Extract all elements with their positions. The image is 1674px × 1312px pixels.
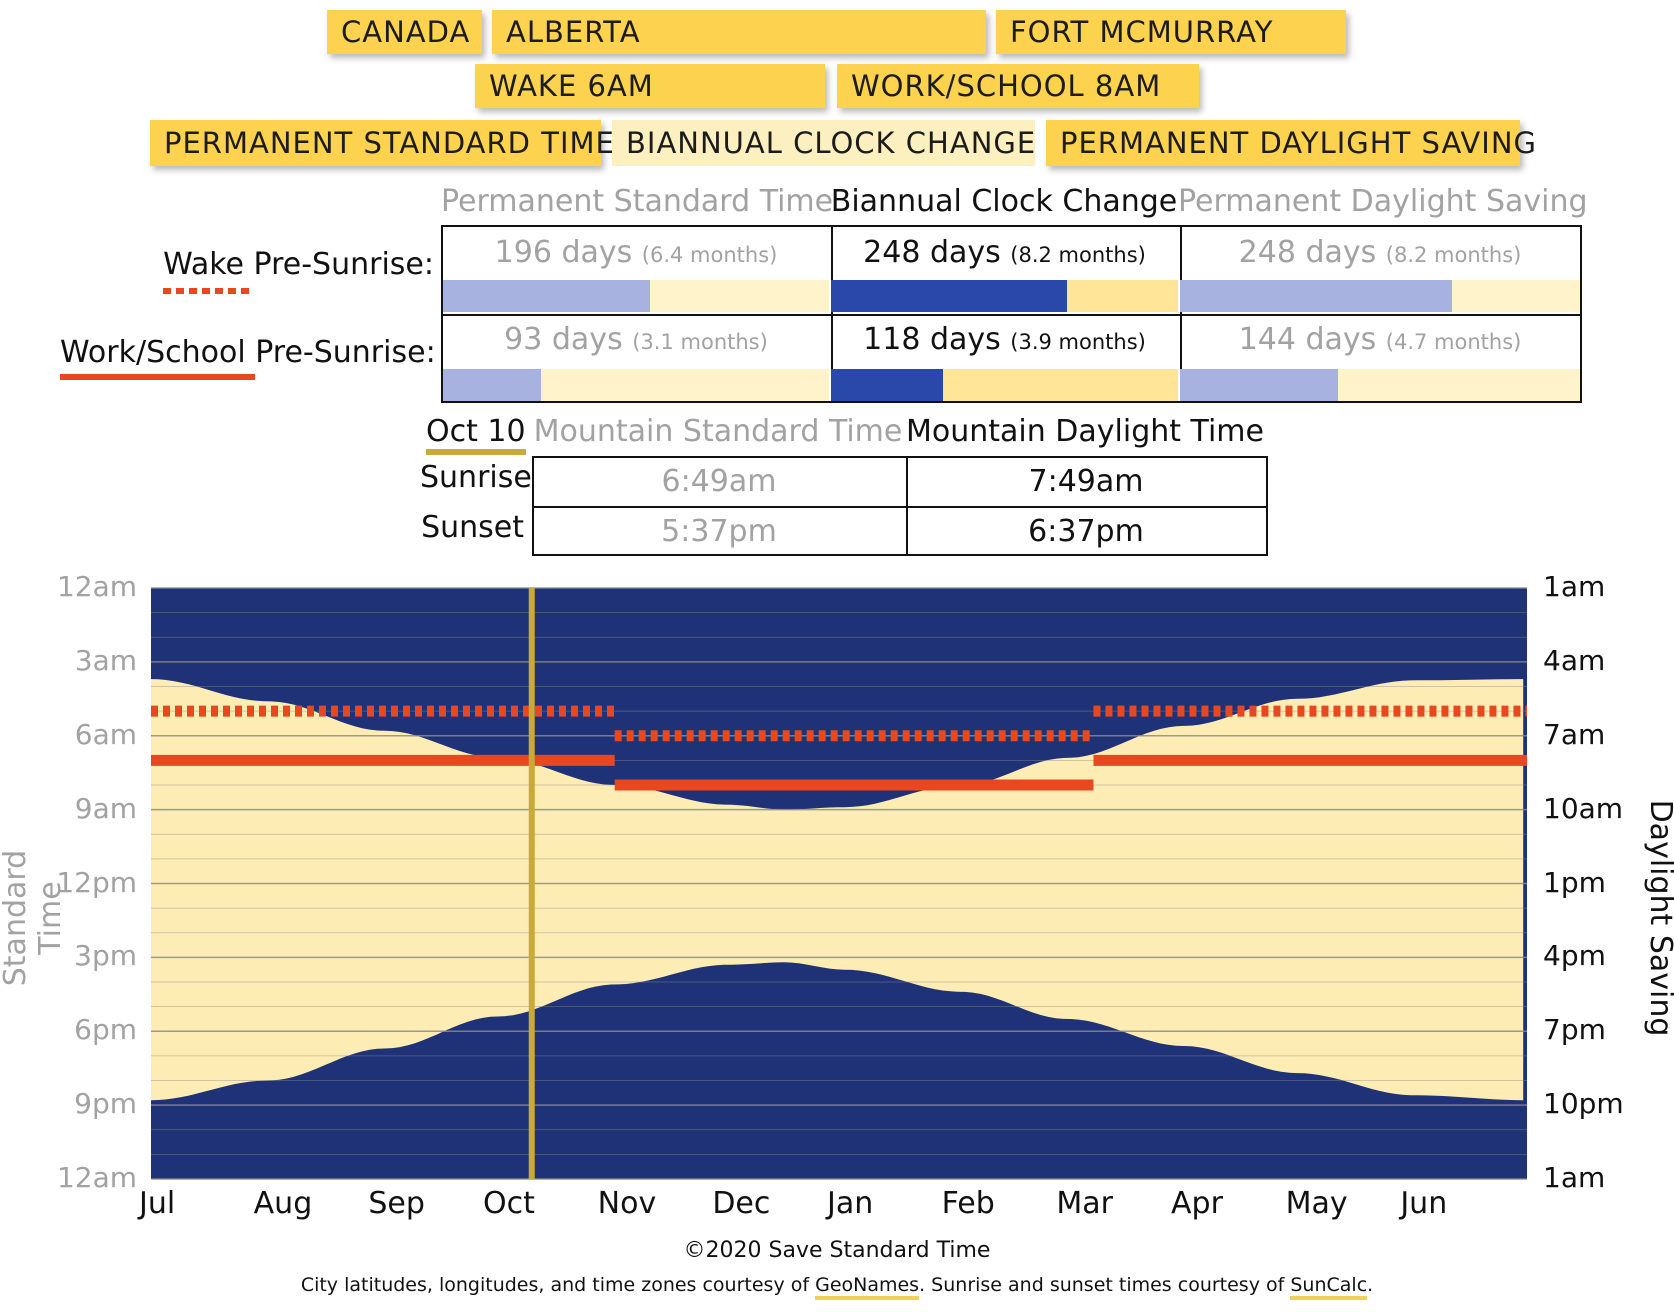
date-underline	[426, 449, 526, 455]
cell-wake-biannual: 248 days (8.2 months)	[831, 227, 1178, 312]
column-header-biannual: Biannual Clock Change	[830, 184, 1178, 219]
bar-work-daylight	[1180, 369, 1580, 401]
copyright: ©2020 Save Standard Time	[683, 1238, 991, 1263]
bar-wake-standard	[443, 280, 829, 312]
comparison-table	[441, 225, 1582, 403]
y-tick-label-left: 9am	[74, 791, 137, 825]
x-tick-label: Nov	[597, 1186, 657, 1221]
x-tick-label: Aug	[253, 1186, 313, 1221]
y-tick-label-left: 12pm	[56, 865, 137, 899]
policy-permanent-standard-button[interactable]: PERMANENT STANDARD TIME	[150, 120, 614, 166]
cell-work-standard: 93 days (3.1 months)	[443, 314, 829, 401]
y-tick-label-left: 12am	[56, 570, 137, 603]
country-selector[interactable]: CANADA	[327, 10, 482, 54]
bar-fill	[443, 369, 542, 401]
wake-label-key: Wake	[163, 247, 244, 282]
bar-fill	[831, 369, 944, 401]
x-tick-label: Apr	[1171, 1186, 1223, 1221]
selected-date-label[interactable]: Oct 10	[426, 414, 526, 455]
cell-work-biannual: 118 days (3.9 months)	[831, 314, 1178, 401]
y-tick-label-right: 1am	[1543, 1161, 1606, 1194]
work-solid-legend	[60, 374, 256, 380]
x-tick-label: May	[1285, 1186, 1348, 1221]
wake-dotted-legend	[163, 288, 254, 294]
wake-time-selector[interactable]: WAKE 6AM	[475, 64, 825, 108]
column-header-standard: Permanent Standard Time	[441, 184, 834, 219]
work-time-selector[interactable]: WORK/SCHOOL 8AM	[837, 64, 1199, 108]
geonames-link[interactable]: GeoNames	[815, 1274, 920, 1300]
y-tick-label-right: 4pm	[1543, 939, 1606, 973]
y-axis-title-left: Standard Time	[0, 849, 68, 987]
day-detail-table	[532, 456, 1268, 556]
x-tick-label: Oct	[483, 1186, 535, 1221]
bar-fill	[831, 280, 1067, 312]
y-axis-title-right: Daylight Saving	[1643, 799, 1674, 1037]
y-tick-label-right: 10am	[1543, 791, 1624, 825]
y-tick-label-right: 7pm	[1543, 1013, 1606, 1047]
cell-work-daylight: 144 days (4.7 months)	[1180, 314, 1580, 401]
daylight-area	[151, 679, 1524, 1101]
bar-wake-biannual	[831, 280, 1178, 312]
sunset-standard-value: 5:37pm	[661, 514, 777, 549]
x-tick-label: Feb	[941, 1186, 995, 1221]
x-tick-label: Mar	[1056, 1186, 1113, 1221]
bar-fill	[1180, 280, 1452, 312]
y-tick-label-left: 12am	[56, 1161, 137, 1194]
detail-header-standard: Mountain Standard Time	[533, 414, 903, 449]
x-tick-label: Jun	[1400, 1186, 1448, 1221]
y-tick-label-left: 6am	[74, 717, 137, 751]
row-label-wake: Wake Pre-Sunrise:	[120, 247, 434, 294]
bar-wake-daylight	[1180, 280, 1580, 312]
x-tick-label: Dec	[712, 1186, 771, 1221]
sunrise-daylight-value: 7:49am	[1028, 464, 1144, 499]
y-tick-label-right: 1pm	[1543, 865, 1606, 899]
cell-wake-standard: 196 days (6.4 months)	[443, 227, 829, 312]
sunset-daylight-value: 6:37pm	[1028, 514, 1144, 549]
y-tick-label-right: 4am	[1543, 643, 1606, 677]
cell-wake-daylight: 248 days (8.2 months)	[1180, 227, 1580, 312]
y-tick-label-left: 3am	[74, 643, 137, 677]
y-tick-label-right: 10pm	[1543, 1087, 1624, 1121]
y-tick-label-right: 7am	[1543, 717, 1606, 751]
policy-permanent-daylight-button[interactable]: PERMANENT DAYLIGHT SAVING	[1046, 120, 1536, 166]
row-label-work: Work/School Pre-Sunrise:	[60, 335, 436, 380]
city-selector[interactable]: FORT MCMURRAY	[996, 10, 1346, 54]
sunrise-standard-value: 6:49am	[661, 464, 777, 499]
work-label-key: Work/School	[60, 335, 246, 370]
y-tick-label-right: 1am	[1543, 570, 1606, 603]
credits: City latitudes, longitudes, and time zon…	[0, 1274, 1674, 1300]
bar-fill	[443, 280, 651, 312]
work-label-rest: Pre-Sunrise:	[255, 335, 436, 370]
sunset-label: Sunset	[421, 510, 524, 545]
y-tick-label-left: 9pm	[74, 1087, 137, 1121]
detail-header-daylight: Mountain Daylight Time	[906, 414, 1264, 449]
x-tick-label: Sep	[368, 1186, 425, 1221]
bar-fill	[1180, 369, 1338, 401]
column-header-daylight: Permanent Daylight Saving	[1178, 184, 1588, 219]
bar-work-biannual	[831, 369, 1178, 401]
bar-work-standard	[443, 369, 829, 401]
province-selector[interactable]: ALBERTA	[492, 10, 986, 54]
policy-biannual-clock-change-button[interactable]: BIANNUAL CLOCK CHANGE	[612, 120, 1035, 166]
y-tick-label-left: 3pm	[74, 939, 137, 973]
y-tick-label-left: 6pm	[74, 1013, 137, 1047]
wake-label-rest: Pre-Sunrise:	[253, 247, 434, 282]
suncalc-link[interactable]: SunCalc	[1290, 1274, 1368, 1300]
x-tick-label: Jan	[827, 1186, 874, 1221]
sunrise-label: Sunrise	[420, 460, 532, 495]
x-tick-label: Jul	[139, 1186, 176, 1221]
